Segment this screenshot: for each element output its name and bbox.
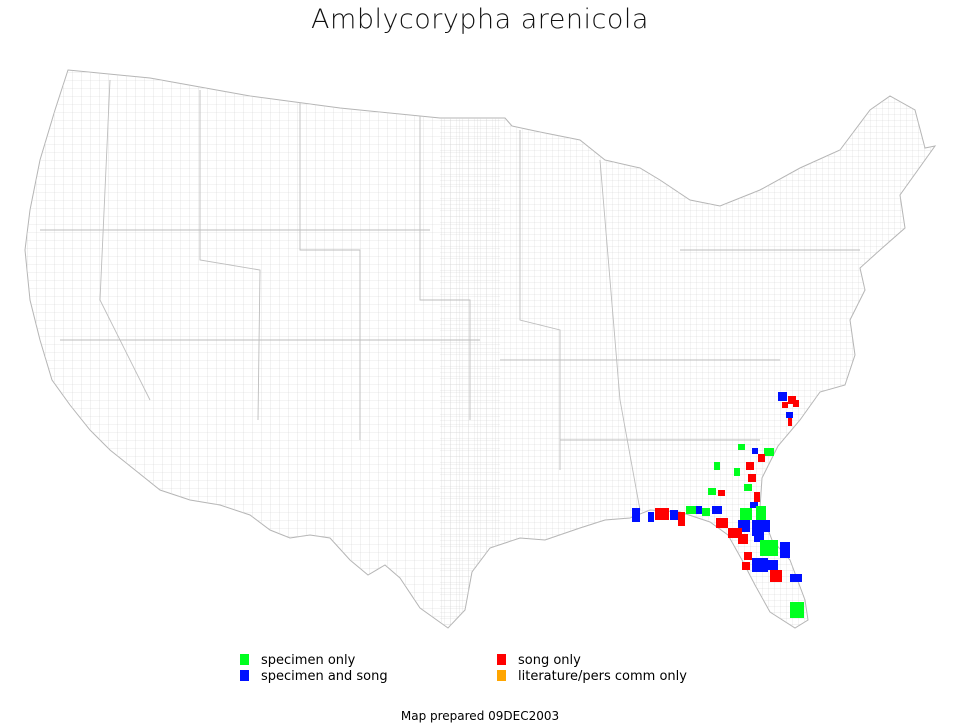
record-specimen-and-song <box>780 542 790 558</box>
record-song-only <box>782 402 788 408</box>
legend-label: specimen and song <box>261 669 388 684</box>
record-song-only <box>746 462 754 470</box>
record-specimen-and-song <box>752 448 758 454</box>
legend-label: specimen only <box>261 653 356 668</box>
record-song-only <box>655 508 669 520</box>
record-specimen-only <box>738 444 745 450</box>
occurrence-records <box>632 392 804 618</box>
record-specimen-and-song <box>752 558 768 572</box>
record-specimen-and-song <box>764 520 770 532</box>
record-specimen-and-song <box>754 534 764 542</box>
record-specimen-only <box>702 508 710 516</box>
record-specimen-and-song <box>712 506 722 514</box>
legend-specimen-and-song: specimen and song <box>240 669 388 685</box>
record-song-only <box>748 474 756 482</box>
legend-literature: literature/pers comm only <box>497 669 687 685</box>
record-specimen-only <box>714 462 720 470</box>
record-specimen-and-song <box>786 412 793 418</box>
map-footer: Map prepared 09DEC2003 <box>400 709 560 723</box>
county-boundaries <box>25 70 935 628</box>
record-song-only <box>744 552 752 560</box>
legend-specimen-only: specimen only <box>240 653 355 669</box>
record-song-only <box>788 396 796 404</box>
record-song-only <box>718 490 725 496</box>
record-song-only <box>754 492 760 502</box>
record-specimen-only <box>764 448 774 456</box>
record-song-only <box>770 570 782 582</box>
legend-label: literature/pers comm only <box>518 669 687 684</box>
legend-swatch-red <box>497 654 506 665</box>
record-specimen-and-song <box>778 392 787 401</box>
record-song-only <box>728 528 742 538</box>
record-song-only <box>793 400 799 407</box>
record-specimen-and-song <box>696 506 702 514</box>
record-song-only <box>738 534 748 544</box>
legend-song-only: song only <box>497 653 581 669</box>
record-specimen-only <box>744 484 752 491</box>
map-title: Amblycorypha arenicola <box>311 4 649 35</box>
record-specimen-only <box>740 508 752 520</box>
record-song-only <box>716 518 728 528</box>
record-specimen-and-song <box>632 508 640 522</box>
record-specimen-and-song <box>752 520 764 536</box>
record-specimen-only <box>686 506 696 514</box>
record-specimen-and-song <box>750 502 758 508</box>
record-specimen-only <box>756 506 766 520</box>
legend-swatch-orange <box>497 670 506 681</box>
record-specimen-and-song <box>790 574 802 582</box>
record-song-only <box>758 454 765 462</box>
record-specimen-and-song <box>648 512 654 522</box>
record-specimen-only <box>760 540 778 556</box>
record-song-only <box>678 512 685 526</box>
record-specimen-only <box>734 468 740 476</box>
record-specimen-and-song <box>670 510 678 520</box>
record-specimen-only <box>790 602 804 618</box>
legend-label: song only <box>518 653 581 668</box>
record-song-only <box>788 418 792 426</box>
record-song-only <box>742 562 750 570</box>
legend-swatch-blue <box>240 670 249 681</box>
legend-swatch-green <box>240 654 249 665</box>
record-specimen-and-song <box>768 560 778 570</box>
record-specimen-only <box>708 488 716 495</box>
